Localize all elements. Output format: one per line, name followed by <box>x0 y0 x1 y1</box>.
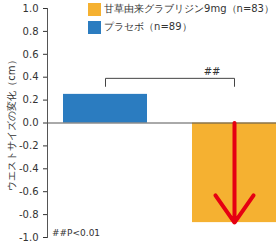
svg-text:0.6: 0.6 <box>23 49 39 60</box>
html-text:##P<0.01: ##P<0.01 <box>52 228 101 238</box>
svg-text:-0.6: -0.6 <box>19 186 39 197</box>
svg-text:0.8: 0.8 <box>23 26 39 37</box>
svg-text:ウエストサイズの変化（cm）: ウエストサイズの変化（cm） <box>6 55 17 190</box>
svg-text:-0.2: -0.2 <box>19 140 39 151</box>
html-text:甘草由来グラブリジン9mg（n=83）: 甘草由来グラブリジン9mg（n=83） <box>104 3 274 14</box>
svg-text:0.2: 0.2 <box>23 94 39 105</box>
svg-text:-1.0: -1.0 <box>19 232 39 243</box>
svg-text:-0.4: -0.4 <box>19 163 39 174</box>
svg-text:1.0: 1.0 <box>23 3 39 14</box>
svg-text:-0.8: -0.8 <box>19 209 39 220</box>
svg-text:##: ## <box>204 66 221 77</box>
svg-text:0.0: 0.0 <box>23 117 39 128</box>
html-text:プラセボ（n=89）: プラセボ（n=89） <box>104 21 192 32</box>
svg-text:0.4: 0.4 <box>23 71 39 82</box>
